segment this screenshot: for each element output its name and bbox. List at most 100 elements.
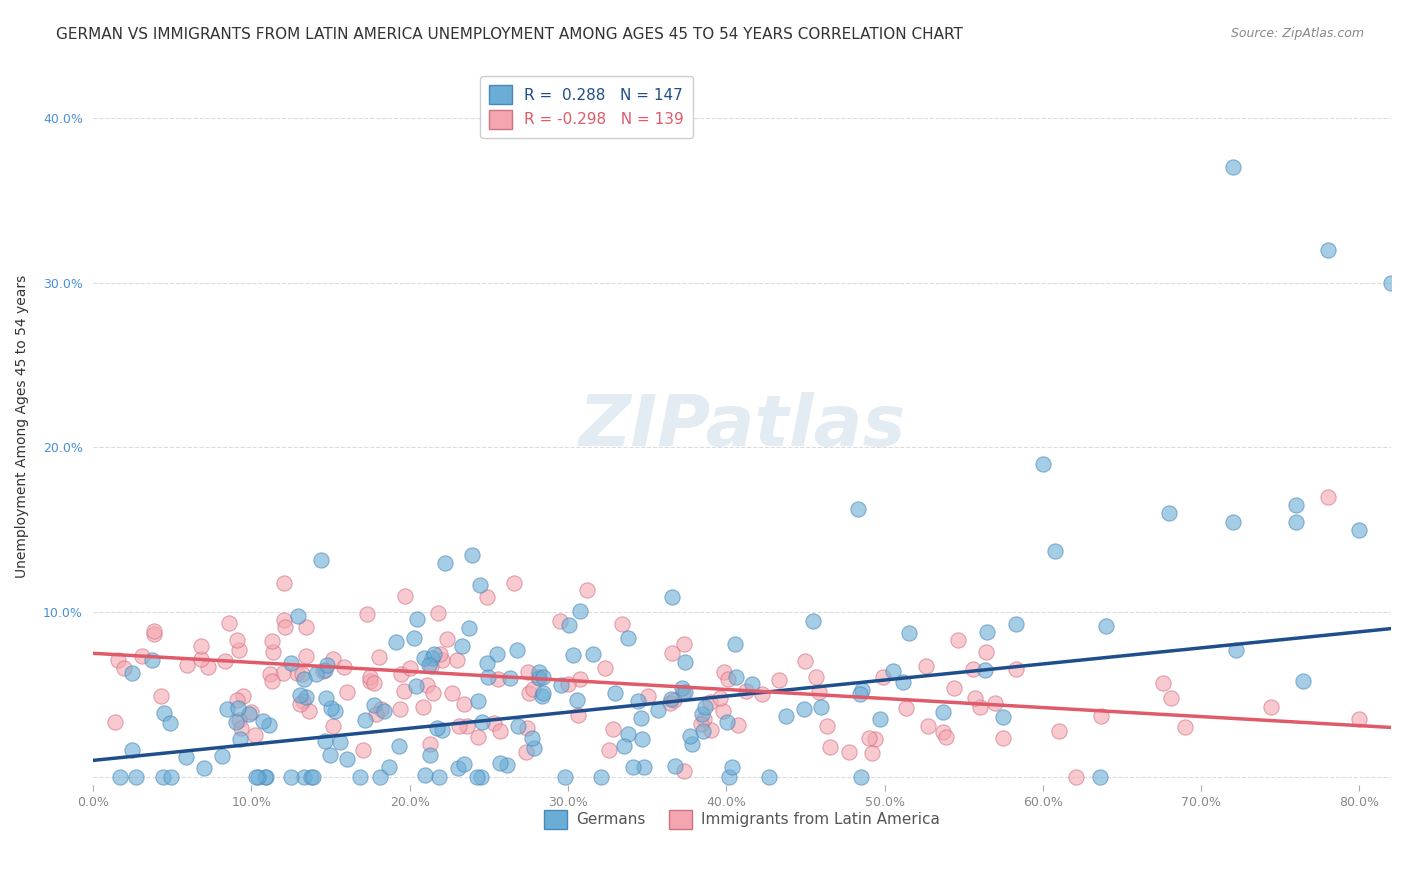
Point	[259, 667, 281, 681]
Point	[965, 690, 987, 705]
Point	[368, 770, 391, 784]
Point	[218, 616, 240, 631]
Point	[467, 694, 489, 708]
Point	[446, 653, 468, 667]
Point	[211, 749, 233, 764]
Point	[465, 770, 488, 784]
Legend: Germans, Immigrants from Latin America: Germans, Immigrants from Latin America	[538, 804, 946, 835]
Point	[659, 696, 682, 710]
Point	[727, 718, 749, 732]
Point	[603, 686, 626, 700]
Point	[530, 690, 553, 704]
Point	[1316, 243, 1339, 257]
Point	[661, 646, 683, 660]
Point	[1005, 662, 1028, 676]
Point	[304, 667, 326, 681]
Point	[419, 737, 441, 751]
Point	[271, 665, 294, 680]
Point	[550, 678, 572, 692]
Point	[630, 710, 652, 724]
Point	[392, 684, 415, 698]
Point	[617, 726, 640, 740]
Point	[430, 653, 453, 667]
Point	[741, 677, 763, 691]
Point	[724, 637, 747, 651]
Point	[174, 750, 197, 764]
Point	[322, 719, 344, 733]
Point	[695, 700, 717, 714]
Point	[418, 657, 440, 672]
Point	[527, 665, 550, 680]
Point	[679, 729, 702, 743]
Point	[689, 716, 711, 731]
Point	[433, 557, 456, 571]
Point	[717, 673, 740, 687]
Point	[323, 704, 346, 718]
Point	[263, 645, 285, 659]
Point	[295, 648, 318, 663]
Point	[231, 721, 253, 735]
Point	[627, 694, 650, 708]
Point	[299, 770, 322, 784]
Point	[436, 632, 458, 646]
Point	[143, 626, 166, 640]
Point	[252, 714, 274, 728]
Point	[477, 670, 499, 684]
Point	[506, 719, 529, 733]
Point	[1292, 674, 1315, 689]
Point	[569, 604, 592, 618]
Point	[699, 695, 721, 709]
Point	[427, 770, 450, 784]
Point	[692, 724, 714, 739]
Point	[112, 661, 135, 675]
Point	[520, 731, 543, 746]
Point	[468, 578, 491, 592]
Point	[894, 701, 917, 715]
Point	[406, 612, 429, 626]
Point	[1049, 723, 1071, 738]
Point	[229, 731, 252, 746]
Point	[1316, 490, 1339, 504]
Point	[363, 698, 385, 713]
Point	[768, 673, 790, 687]
Point	[523, 741, 546, 756]
Point	[394, 589, 416, 603]
Point	[214, 654, 236, 668]
Point	[389, 702, 412, 716]
Point	[562, 648, 585, 662]
Point	[366, 706, 388, 721]
Point	[295, 620, 318, 634]
Point	[333, 659, 356, 673]
Point	[349, 770, 371, 784]
Point	[593, 660, 616, 674]
Point	[516, 721, 538, 735]
Point	[246, 770, 269, 784]
Point	[515, 745, 537, 759]
Point	[793, 702, 815, 716]
Text: Source: ZipAtlas.com: Source: ZipAtlas.com	[1230, 27, 1364, 40]
Point	[121, 742, 143, 756]
Point	[243, 728, 266, 742]
Point	[522, 681, 544, 696]
Point	[412, 700, 434, 714]
Point	[107, 653, 129, 667]
Point	[602, 722, 624, 736]
Point	[453, 698, 475, 712]
Point	[429, 647, 451, 661]
Point	[141, 652, 163, 666]
Point	[502, 576, 524, 591]
Point	[104, 715, 127, 730]
Point	[470, 770, 492, 784]
Point	[451, 639, 474, 653]
Point	[110, 770, 132, 784]
Point	[426, 606, 449, 620]
Point	[495, 758, 517, 772]
Y-axis label: Unemployment Among Ages 45 to 54 years: Unemployment Among Ages 45 to 54 years	[15, 275, 30, 578]
Point	[1066, 770, 1088, 784]
Point	[273, 576, 295, 591]
Text: ZIPatlas: ZIPatlas	[578, 392, 905, 461]
Point	[725, 670, 748, 684]
Point	[314, 663, 336, 677]
Point	[453, 756, 475, 771]
Point	[637, 690, 659, 704]
